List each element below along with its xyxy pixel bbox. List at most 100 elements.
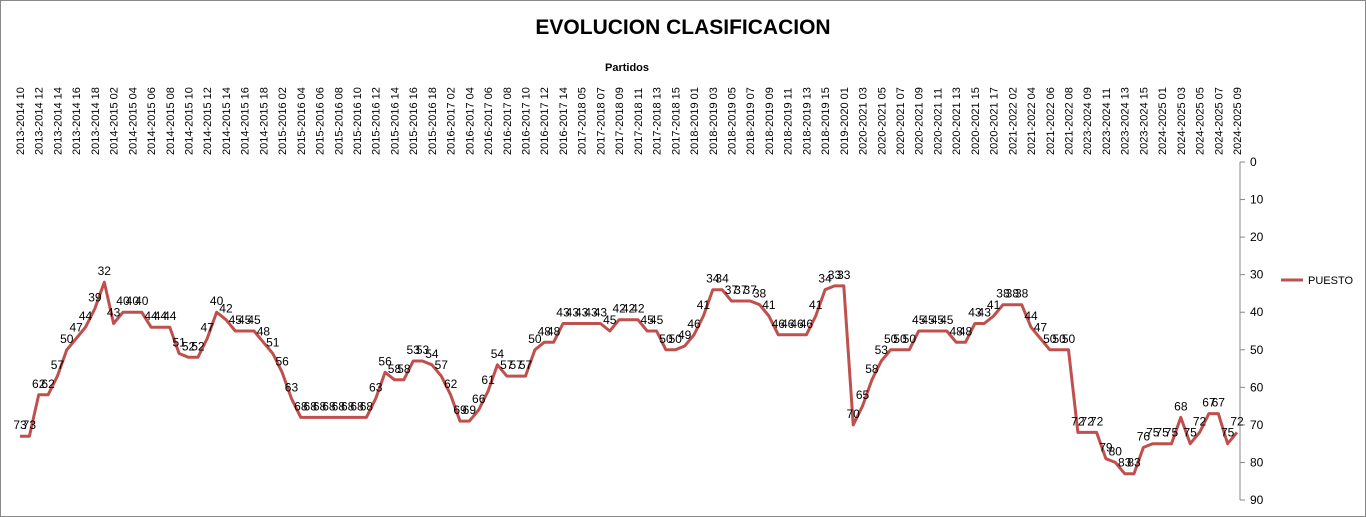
- data-label: 44: [163, 309, 177, 323]
- x-tick-label: 2018-2019 07: [745, 87, 757, 155]
- x-tick-label: 2015-2016 08: [333, 87, 345, 155]
- data-label: 50: [884, 332, 898, 346]
- x-tick-label: 2023-2024 13: [1120, 87, 1132, 155]
- data-label: 67: [1202, 396, 1216, 410]
- data-label: 42: [612, 302, 626, 316]
- data-label: 69: [463, 403, 477, 417]
- y-tick-label: 30: [1250, 268, 1264, 282]
- data-label: 58: [388, 362, 402, 376]
- x-tick-label: 2023-2024 11: [1101, 88, 1113, 155]
- data-label: 40: [210, 294, 224, 308]
- data-label: 46: [781, 317, 795, 331]
- data-label: 34: [818, 272, 832, 286]
- x-tick-label: 2014-2015 18: [258, 87, 270, 155]
- x-tick-label: 2018-2019 15: [820, 87, 832, 155]
- data-label: 75: [1165, 426, 1179, 440]
- data-label: 42: [631, 302, 645, 316]
- data-label: 48: [257, 324, 271, 338]
- data-label: 46: [687, 317, 701, 331]
- data-label: 79: [1099, 441, 1113, 455]
- x-tick-label: 2021-2022 08: [1063, 87, 1075, 155]
- data-label: 46: [790, 317, 804, 331]
- data-label: 68: [304, 399, 318, 413]
- x-tick-label: 2023-2024 15: [1138, 87, 1150, 155]
- x-tick-label: 2021-2022 02: [1007, 87, 1019, 155]
- data-label: 32: [98, 264, 112, 278]
- legend-label: PUESTO: [1308, 275, 1353, 287]
- data-label: 50: [893, 332, 907, 346]
- data-label: 53: [416, 343, 430, 357]
- x-tick-label: 2016-2017 10: [521, 87, 533, 155]
- data-label: 44: [1024, 309, 1038, 323]
- data-label: 40: [126, 294, 140, 308]
- data-label: 40: [135, 294, 149, 308]
- data-label: 45: [247, 313, 261, 327]
- data-label: 34: [706, 272, 720, 286]
- data-label: 38: [1015, 287, 1029, 301]
- data-label: 40: [116, 294, 130, 308]
- data-label: 61: [481, 373, 495, 387]
- data-label: 83: [1127, 456, 1141, 470]
- data-label: 51: [266, 336, 280, 350]
- data-label: 42: [622, 302, 636, 316]
- y-tick-label: 70: [1250, 418, 1264, 432]
- x-tick-label: 2018-2019 09: [764, 87, 776, 155]
- data-label: 45: [641, 313, 655, 327]
- data-label: 50: [60, 332, 74, 346]
- data-label: 72: [1071, 414, 1085, 428]
- x-tick-label: 2016-2017 04: [464, 87, 476, 155]
- data-label: 75: [1155, 426, 1169, 440]
- data-label: 47: [69, 321, 83, 335]
- data-label: 68: [350, 399, 364, 413]
- data-label: 37: [734, 283, 748, 297]
- data-label: 38: [1006, 287, 1020, 301]
- data-label: 47: [201, 321, 215, 335]
- y-tick-label: 80: [1250, 455, 1264, 469]
- x-tick-label: 2018-2019 13: [801, 87, 813, 155]
- y-tick-label: 20: [1250, 230, 1264, 244]
- x-tick-label: 2020-2021 13: [951, 87, 963, 155]
- data-label: 56: [275, 354, 289, 368]
- data-label: 50: [528, 332, 542, 346]
- data-label: 33: [828, 268, 842, 282]
- data-label: 52: [191, 339, 205, 353]
- data-label: 45: [229, 313, 243, 327]
- data-label: 50: [903, 332, 917, 346]
- x-tick-label: 2015-2016 12: [371, 87, 383, 155]
- data-label: 53: [407, 343, 421, 357]
- data-label: 50: [659, 332, 673, 346]
- x-tick-label: 2021-2022 06: [1045, 87, 1057, 155]
- data-label: 63: [285, 381, 299, 395]
- x-tick-label: 2016-2017 08: [502, 87, 514, 155]
- data-label: 48: [959, 324, 973, 338]
- data-label: 50: [1043, 332, 1057, 346]
- x-tick-label: 2015-2016 14: [389, 87, 401, 155]
- x-tick-label: 2015-2016 10: [352, 87, 364, 155]
- x-tick-label: 2017-2018 07: [595, 87, 607, 155]
- data-label: 57: [51, 358, 65, 372]
- x-tick-label: 2020-2021 07: [895, 87, 907, 155]
- x-tick-label: 2015-2016 06: [315, 87, 327, 155]
- x-tick-label: 2024-2025 09: [1232, 87, 1244, 155]
- data-label: 44: [79, 309, 93, 323]
- data-label: 63: [369, 381, 383, 395]
- x-tick-label: 2015-2016 16: [408, 87, 420, 155]
- x-tick-label: 2020-2021 15: [970, 87, 982, 155]
- data-label: 62: [41, 377, 55, 391]
- chart-title: EVOLUCION CLASIFICACION: [535, 16, 830, 39]
- data-label: 66: [472, 392, 486, 406]
- data-label: 50: [1052, 332, 1066, 346]
- data-label: 58: [865, 362, 879, 376]
- data-label: 41: [809, 298, 823, 312]
- data-label: 52: [182, 339, 196, 353]
- x-tick-label: 2014-2015 12: [202, 87, 214, 155]
- data-label: 43: [107, 305, 121, 319]
- x-tick-label: 2024-2025 03: [1176, 87, 1188, 155]
- data-label: 43: [556, 305, 570, 319]
- data-label: 48: [949, 324, 963, 338]
- x-tick-label: 2013-2014 18: [90, 87, 102, 155]
- line-series: [20, 280, 1239, 476]
- x-tick-label: 2014-2015 14: [221, 87, 233, 155]
- data-label: 45: [931, 313, 945, 327]
